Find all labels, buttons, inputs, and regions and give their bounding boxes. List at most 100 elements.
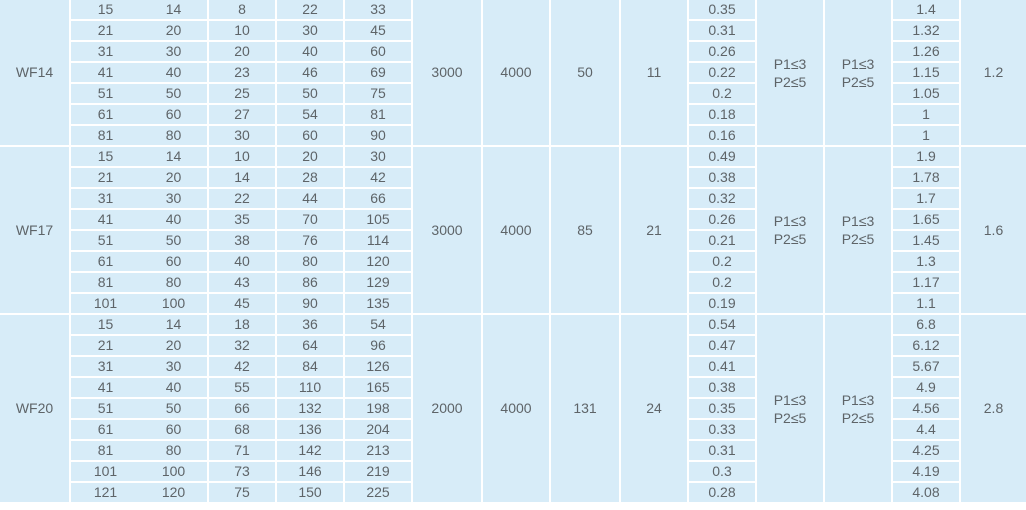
value-cell: 45 — [207, 292, 277, 315]
value-cell: 38 — [207, 229, 277, 252]
table-row: 61 60 68 136 204 0.33 4.4 — [0, 418, 1026, 441]
value-cell: 126 — [343, 355, 413, 378]
value-cell: 21 — [70, 334, 140, 357]
value-cell: 51 — [70, 397, 140, 420]
value-cell: 135 — [343, 292, 413, 315]
value-cell: 0.33 — [687, 418, 757, 441]
value-cell: 75 — [343, 82, 413, 105]
value-cell: 40 — [139, 376, 209, 399]
table-row: WF17 15 14 10 20 30 3000 4000 85 21 0.49 P1≤3 P2≤5 P… — [0, 145, 1026, 315]
value-cell: 101 — [70, 292, 140, 315]
value-cell: 40 — [139, 208, 209, 231]
value-cell: 10 — [207, 19, 277, 42]
value-cell: 50 — [139, 397, 209, 420]
value-cell: 0.38 — [687, 166, 757, 189]
value-cell: 0.16 — [687, 124, 757, 147]
value-cell: 0.35 — [687, 397, 757, 420]
value-cell: 40 — [207, 250, 277, 273]
value-cell: 1.7 — [891, 187, 960, 210]
value-cell: 70 — [275, 208, 345, 231]
merged-cell: 3000 — [411, 145, 483, 315]
value-cell: 45 — [343, 19, 413, 42]
value-cell: 4.25 — [891, 439, 960, 462]
value-cell: 105 — [343, 208, 413, 231]
value-cell: 0.21 — [687, 229, 757, 252]
value-cell: 14 — [207, 166, 277, 189]
table-row: 101 100 73 146 219 0.3 4.19 — [0, 460, 1026, 483]
value-cell: 15 — [69, 313, 140, 336]
model-cell: WF14 — [0, 0, 71, 147]
value-cell: 75 — [207, 481, 277, 504]
value-cell: 60 — [343, 40, 413, 63]
value-cell: 20 — [139, 334, 209, 357]
value-cell: 1.78 — [891, 166, 960, 189]
value-cell: 30 — [139, 355, 209, 378]
value-cell: 101 — [70, 460, 140, 483]
value-cell: 6.8 — [891, 313, 961, 336]
value-cell: 0.31 — [687, 439, 757, 462]
value-cell: 80 — [139, 439, 209, 462]
table-row: WF14 15 14 8 22 33 3000 4000 50 11 0.35 P1≤3 P2≤5 P1… — [0, 0, 1026, 147]
value-cell: 129 — [343, 271, 413, 294]
value-cell: 23 — [207, 61, 277, 84]
value-cell: 1.05 — [891, 82, 960, 105]
value-cell: 20 — [139, 19, 209, 42]
merged-cell: 85 — [549, 145, 621, 315]
merged-cell: 21 — [619, 145, 689, 315]
value-cell: 22 — [207, 187, 277, 210]
table-row: 21 20 10 30 45 0.31 1.32 — [0, 19, 1026, 42]
value-cell: 1 — [891, 124, 960, 147]
value-cell: 90 — [275, 292, 345, 315]
value-cell: 0.2 — [687, 271, 757, 294]
value-cell: 60 — [139, 418, 209, 441]
value-cell: 4.4 — [891, 418, 960, 441]
value-cell: 114 — [343, 229, 413, 252]
value-cell: 15 — [69, 0, 140, 21]
pressure-cell: P1≤3 P2≤5 — [755, 313, 825, 504]
value-cell: 73 — [207, 460, 277, 483]
value-cell: 71 — [207, 439, 277, 462]
value-cell: 132 — [275, 397, 345, 420]
value-cell: 25 — [207, 82, 277, 105]
value-cell: 40 — [139, 61, 209, 84]
merged-cell: 4000 — [481, 313, 551, 504]
table-row: 21 20 32 64 96 0.47 6.12 — [0, 334, 1026, 357]
value-cell: 198 — [343, 397, 413, 420]
value-cell: 1.1 — [891, 292, 960, 315]
value-cell: 0.28 — [687, 481, 757, 504]
value-cell: 0.22 — [687, 61, 757, 84]
value-cell: 35 — [207, 208, 277, 231]
value-cell: 0.32 — [687, 187, 757, 210]
merged-cell: 2.8 — [959, 313, 1026, 504]
value-cell: 14 — [139, 0, 209, 21]
value-cell: 121 — [70, 481, 140, 504]
value-cell: 22 — [275, 0, 345, 21]
value-cell: 41 — [70, 376, 140, 399]
value-cell: 0.26 — [687, 40, 757, 63]
value-cell: 0.41 — [687, 355, 757, 378]
value-cell: 1.4 — [891, 0, 961, 21]
pressure-cell: P1≤3 P2≤5 — [755, 0, 825, 147]
merged-cell: 1.6 — [959, 145, 1026, 315]
value-cell: 46 — [275, 61, 345, 84]
value-cell: 20 — [139, 166, 209, 189]
table-row: 51 50 66 132 198 0.35 4.56 — [0, 397, 1026, 420]
value-cell: 21 — [70, 19, 140, 42]
merged-cell: 1.2 — [959, 0, 1026, 147]
value-cell: 21 — [70, 166, 140, 189]
table-row: 81 80 43 86 129 0.2 1.17 — [0, 271, 1026, 294]
value-cell: 4.19 — [891, 460, 960, 483]
value-cell: 33 — [343, 0, 413, 21]
pressure-cell: P1≤3 P2≤5 — [823, 0, 893, 147]
merged-cell: 4000 — [481, 145, 551, 315]
value-cell: 1.15 — [891, 61, 960, 84]
value-cell: 4.9 — [891, 376, 960, 399]
merged-cell: 2000 — [411, 313, 483, 504]
table-row: 81 80 71 142 213 0.31 4.25 — [0, 439, 1026, 462]
value-cell: 96 — [343, 334, 413, 357]
value-cell: 0.3 — [687, 460, 757, 483]
value-cell: 60 — [139, 103, 209, 126]
table-row: 61 60 27 54 81 0.18 1 — [0, 103, 1026, 126]
value-cell: 44 — [275, 187, 345, 210]
